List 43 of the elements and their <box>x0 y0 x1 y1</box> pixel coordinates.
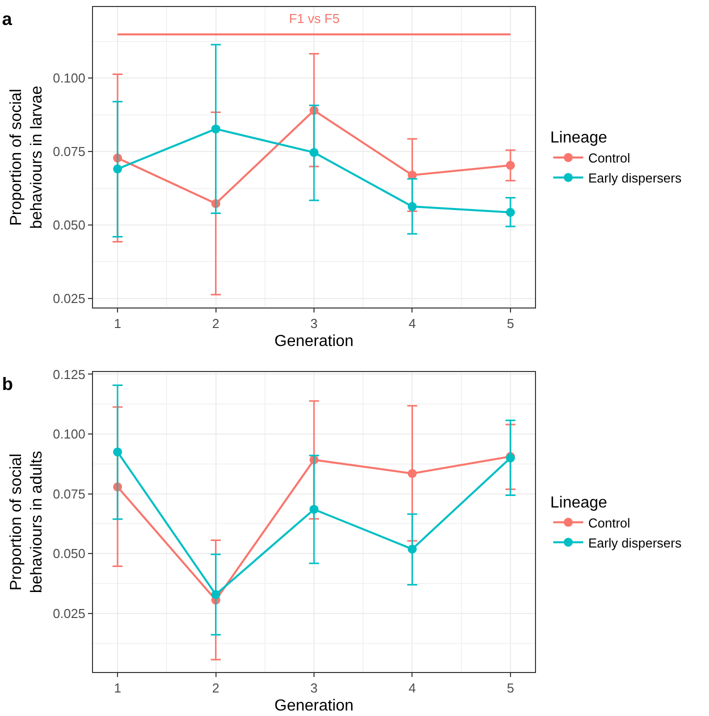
point <box>113 164 122 174</box>
x-tick-label: 1 <box>114 316 122 332</box>
x-tick-label: 3 <box>310 316 318 332</box>
x-tick-label: 1 <box>114 680 122 696</box>
x-tick-label: 3 <box>310 680 318 696</box>
point <box>113 447 122 456</box>
x-tick-label: 5 <box>506 316 514 332</box>
point <box>408 202 417 212</box>
y-tick-label: 0.025 <box>52 291 86 306</box>
y-tick-label: 0.075 <box>52 144 86 160</box>
point <box>211 124 220 134</box>
x-axis-title: Generation <box>274 697 354 714</box>
legend-label: Control <box>588 150 630 166</box>
ref-line-label: F1 vs F5 <box>289 11 340 26</box>
legend-title: Lineage <box>550 494 608 512</box>
y-tick-label: 0.100 <box>52 426 86 442</box>
point <box>310 148 318 157</box>
legend-label: Early dispersers <box>588 170 682 186</box>
chart-title: a <box>2 9 13 29</box>
y-tick-label: 0.125 <box>52 366 86 382</box>
legend-label: Control <box>588 515 630 530</box>
point <box>408 468 417 478</box>
chart-title: b <box>2 374 13 394</box>
x-tick-label: 2 <box>212 316 220 332</box>
point <box>506 208 515 217</box>
y-axis-title: Proportion of social behaviours in larvae <box>8 86 46 229</box>
y-tick-label: 0.050 <box>52 218 86 233</box>
point <box>310 504 318 514</box>
y-tick-label: 0.100 <box>52 70 86 86</box>
point <box>211 590 220 600</box>
legend-title: Lineage <box>550 130 608 147</box>
y-axis-title: Proportion of social behaviours in adults <box>8 450 46 594</box>
point <box>506 160 515 170</box>
x-tick-label: 2 <box>212 680 220 696</box>
x-tick-label: 5 <box>506 680 514 696</box>
y-tick-label: 0.025 <box>52 606 86 621</box>
x-tick-label: 4 <box>408 680 416 696</box>
x-axis-title: Generation <box>274 332 354 350</box>
legend-label: Early dispersers <box>588 535 682 550</box>
y-tick-label: 0.050 <box>52 546 86 562</box>
point <box>408 544 417 554</box>
x-tick-label: 4 <box>408 316 416 332</box>
y-tick-label: 0.075 <box>52 486 86 502</box>
